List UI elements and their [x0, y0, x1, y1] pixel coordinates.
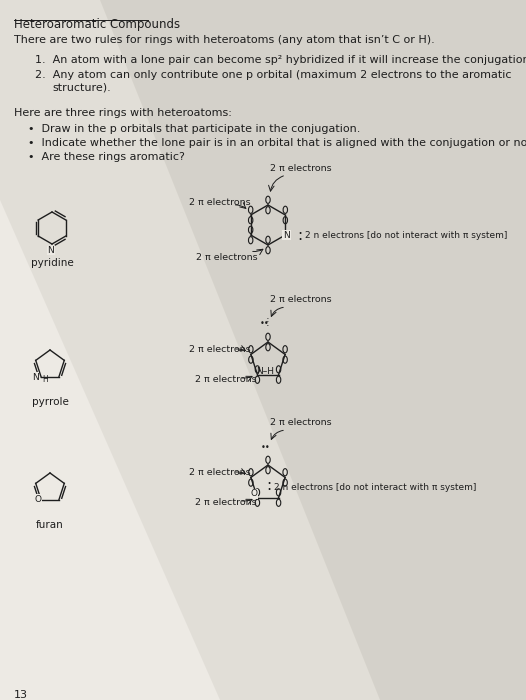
- Text: :: :: [297, 228, 302, 242]
- Text: ••: ••: [260, 319, 270, 328]
- Text: ••: ••: [261, 443, 271, 452]
- Text: 2.  Any atom can only contribute one p orbital (maximum 2 electrons to the aroma: 2. Any atom can only contribute one p or…: [35, 70, 511, 80]
- Text: Here are three rings with heteroatoms:: Here are three rings with heteroatoms:: [14, 108, 232, 118]
- Text: N: N: [32, 372, 38, 382]
- Text: N: N: [48, 246, 54, 255]
- Text: furan: furan: [36, 520, 64, 530]
- Text: •  Draw in the p orbitals that participate in the conjugation.: • Draw in the p orbitals that participat…: [28, 124, 360, 134]
- Polygon shape: [100, 0, 526, 700]
- Text: O: O: [35, 495, 42, 504]
- Text: •  Indicate whether the lone pair is in an orbital that is aligned with the conj: • Indicate whether the lone pair is in a…: [28, 138, 526, 148]
- Text: 2 π electrons: 2 π electrons: [196, 253, 258, 262]
- Text: 2 π electrons: 2 π electrons: [196, 375, 257, 384]
- Text: 2 π electrons: 2 π electrons: [270, 164, 331, 173]
- Text: 2 π electrons: 2 π electrons: [189, 345, 250, 354]
- Text: N–H: N–H: [256, 367, 274, 375]
- Text: Heteroaromatic Compounds: Heteroaromatic Compounds: [14, 18, 180, 31]
- Text: O: O: [251, 489, 258, 498]
- Text: :̇̇: :̇̇: [266, 318, 270, 328]
- Text: 13: 13: [14, 690, 28, 700]
- Text: 2 π electrons: 2 π electrons: [189, 198, 250, 207]
- Text: :: :: [267, 478, 272, 493]
- Text: pyrrole: pyrrole: [32, 397, 68, 407]
- Text: pyridine: pyridine: [31, 258, 73, 268]
- Text: There are two rules for rings with heteroatoms (any atom that isn’t C or H).: There are two rules for rings with heter…: [14, 35, 435, 45]
- Text: N: N: [283, 230, 290, 239]
- Text: H: H: [43, 374, 48, 384]
- Text: 2 π electrons: 2 π electrons: [270, 418, 331, 427]
- Text: structure).: structure).: [52, 83, 111, 93]
- Text: 2 π electrons: 2 π electrons: [189, 468, 250, 477]
- Text: 2 π electrons: 2 π electrons: [196, 498, 257, 507]
- Text: 2 n electrons [do not interact with π system]: 2 n electrons [do not interact with π sy…: [274, 483, 477, 492]
- Text: •  Are these rings aromatic?: • Are these rings aromatic?: [28, 152, 185, 162]
- Text: 2 π electrons: 2 π electrons: [270, 295, 331, 304]
- Text: 2 n electrons [do not interact with π system]: 2 n electrons [do not interact with π sy…: [305, 232, 508, 241]
- Text: 1.  An atom with a lone pair can become sp² hybridized if it will increase the c: 1. An atom with a lone pair can become s…: [35, 55, 526, 65]
